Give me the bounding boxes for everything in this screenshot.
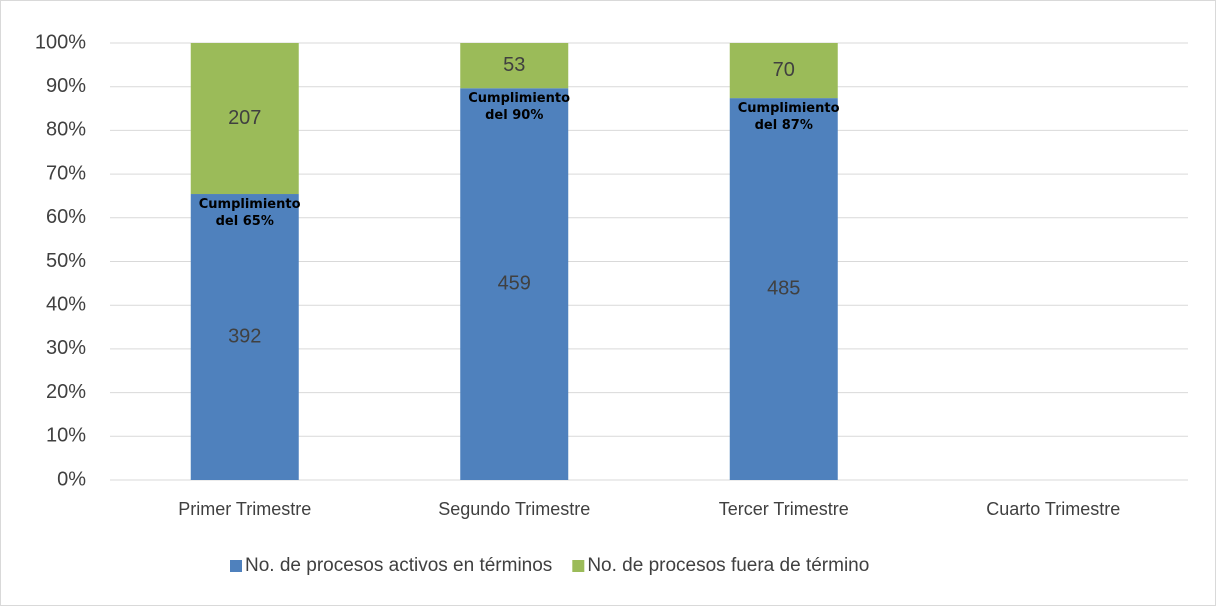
annotation-box: Cumplimiento del 87% bbox=[737, 101, 840, 134]
legend-label: No. de procesos fuera de término bbox=[587, 555, 869, 576]
data-label: 207 bbox=[228, 107, 261, 129]
y-tick-label: 40% bbox=[46, 293, 86, 315]
y-tick-label: 70% bbox=[46, 162, 86, 184]
data-label: 70 bbox=[773, 59, 795, 81]
data-label: 459 bbox=[498, 272, 531, 294]
x-tick-label: Segundo Trimestre bbox=[438, 499, 590, 519]
y-tick-label: 60% bbox=[46, 206, 86, 228]
y-tick-label: 90% bbox=[46, 75, 86, 97]
data-label: 485 bbox=[767, 277, 800, 299]
legend-label: No. de procesos activos en términos bbox=[245, 555, 552, 576]
x-tick-label: Cuarto Trimestre bbox=[986, 499, 1120, 519]
bar-segment bbox=[729, 98, 838, 480]
legend-swatch bbox=[572, 560, 585, 572]
x-tick-label: Primer Trimestre bbox=[178, 499, 311, 519]
annotation-box: Cumplimiento del 90% bbox=[468, 91, 571, 124]
y-tick-label: 20% bbox=[46, 381, 86, 403]
y-tick-label: 0% bbox=[57, 468, 86, 490]
data-label: 392 bbox=[228, 325, 261, 347]
bar-segment bbox=[460, 43, 569, 89]
y-tick-label: 10% bbox=[46, 425, 86, 447]
y-tick-label: 50% bbox=[46, 250, 86, 272]
annotation: Cumplimiento del 87% bbox=[737, 101, 840, 134]
x-tick-label: Tercer Trimestre bbox=[719, 499, 849, 519]
bar-segment bbox=[190, 43, 299, 195]
bar-segment bbox=[460, 88, 569, 480]
legend-swatch bbox=[230, 560, 242, 572]
bar-segment bbox=[729, 43, 838, 99]
y-tick-label: 100% bbox=[35, 31, 86, 53]
data-label: 53 bbox=[503, 54, 525, 76]
annotation: Cumplimiento del 65% bbox=[198, 197, 301, 230]
y-tick-label: 30% bbox=[46, 337, 86, 359]
bar-segment bbox=[190, 194, 299, 480]
annotation-box: Cumplimiento del 65% bbox=[198, 197, 301, 230]
annotation: Cumplimiento del 90% bbox=[468, 91, 571, 124]
y-tick-label: 80% bbox=[46, 119, 86, 141]
